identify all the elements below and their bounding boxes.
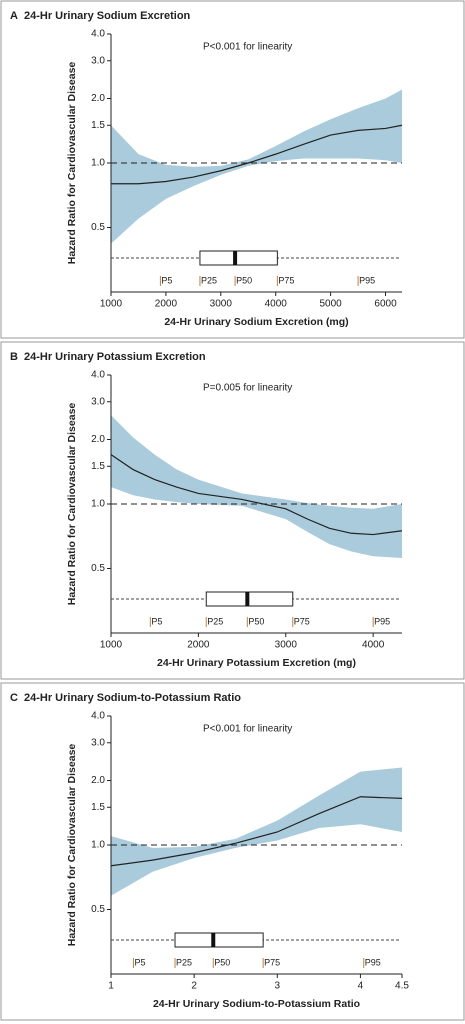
y-tick-label: 3.0 (91, 396, 105, 407)
panel-letter: C (10, 692, 18, 704)
y-tick-label: 2.0 (91, 93, 105, 104)
x-tick-label: 4000 (265, 299, 288, 310)
y-tick-label: 4.0 (91, 370, 105, 381)
y-tick-label: 1.0 (91, 158, 105, 169)
y-tick-label: 2.0 (91, 434, 105, 445)
confidence-band (111, 767, 402, 896)
y-tick-label: 4.0 (91, 29, 105, 40)
x-tick-label: 4000 (362, 640, 385, 651)
x-tick-label: 1 (108, 981, 114, 992)
y-tick-label: 0.5 (91, 904, 105, 915)
x-tick-label: 5000 (319, 299, 342, 310)
percentile-label: P5 (134, 957, 145, 967)
percentile-label: P25 (207, 616, 223, 626)
hazard-curve (111, 124, 403, 185)
box (174, 932, 264, 948)
x-tick-label: 4 (358, 981, 364, 992)
percentile-label: P25 (176, 957, 192, 967)
x-tick-label: 3 (275, 981, 281, 992)
y-tick-label: 3.0 (91, 55, 105, 66)
percentile-label: P95 (374, 616, 390, 626)
y-tick-label: 0.5 (91, 222, 105, 233)
box (205, 591, 294, 607)
x-tick-label: 4.5 (395, 981, 409, 992)
x-axis-title: 24-Hr Urinary Sodium Excretion (mg) (164, 316, 348, 328)
y-tick-label: 1.5 (91, 461, 105, 472)
panel-title: 24-Hr Urinary Sodium Excretion (24, 10, 191, 22)
x-tick-label: 2 (191, 981, 197, 992)
y-axis-title: Hazard Ratio for Cardiovascular Disease (66, 62, 78, 265)
x-axis-title: 24-Hr Urinary Sodium-to-Potassium Ratio (153, 998, 360, 1010)
x-tick-label: 2000 (187, 640, 210, 651)
y-axis-title: Hazard Ratio for Cardiovascular Disease (66, 744, 78, 947)
y-tick-label: 0.5 (91, 563, 105, 574)
percentile-label: P75 (264, 957, 280, 967)
panel-title: 24-Hr Urinary Potassium Excretion (24, 351, 206, 363)
percentile-label: P95 (359, 275, 375, 285)
x-tick-label: 3000 (210, 299, 233, 310)
x-tick-label: 1000 (100, 640, 123, 651)
x-tick-label: 1000 (100, 299, 123, 310)
box (199, 250, 278, 266)
x-tick-label: 2000 (155, 299, 178, 310)
panel-letter: A (10, 10, 18, 22)
panel-frame (0, 682, 465, 1021)
x-tick-label: 3000 (275, 640, 298, 651)
percentile-label: P95 (365, 957, 381, 967)
x-tick-label: 6000 (374, 299, 397, 310)
annotation: P=0.005 for linearity (203, 383, 292, 394)
hazard-curve (110, 454, 403, 536)
y-tick-label: 1.5 (91, 802, 105, 813)
y-tick-label: 4.0 (91, 711, 105, 722)
panel-frame (0, 0, 465, 339)
percentile-label: P75 (278, 275, 294, 285)
percentile-label: P50 (214, 957, 230, 967)
y-tick-label: 2.0 (91, 775, 105, 786)
percentile-label: P50 (236, 275, 252, 285)
y-tick-label: 3.0 (91, 737, 105, 748)
y-tick-label: 1.5 (91, 120, 105, 131)
y-axis-title: Hazard Ratio for Cardiovascular Disease (66, 403, 78, 606)
percentile-label: P25 (201, 275, 217, 285)
confidence-band (111, 415, 402, 558)
confidence-band (111, 89, 402, 244)
panel-frame (0, 341, 465, 680)
percentile-label: P75 (294, 616, 310, 626)
annotation: P<0.001 for linearity (203, 42, 292, 53)
panel-title: 24-Hr Urinary Sodium-to-Potassium Ratio (24, 692, 241, 704)
x-axis-title: 24-Hr Urinary Potassium Excretion (mg) (157, 657, 356, 669)
percentile-label: P5 (151, 616, 162, 626)
hazard-curve (110, 796, 403, 867)
percentile-label: P50 (248, 616, 264, 626)
percentile-label: P5 (161, 275, 172, 285)
panel-letter: B (10, 351, 18, 363)
y-tick-label: 1.0 (91, 499, 105, 510)
annotation: P<0.001 for linearity (203, 724, 292, 735)
y-tick-label: 1.0 (91, 840, 105, 851)
